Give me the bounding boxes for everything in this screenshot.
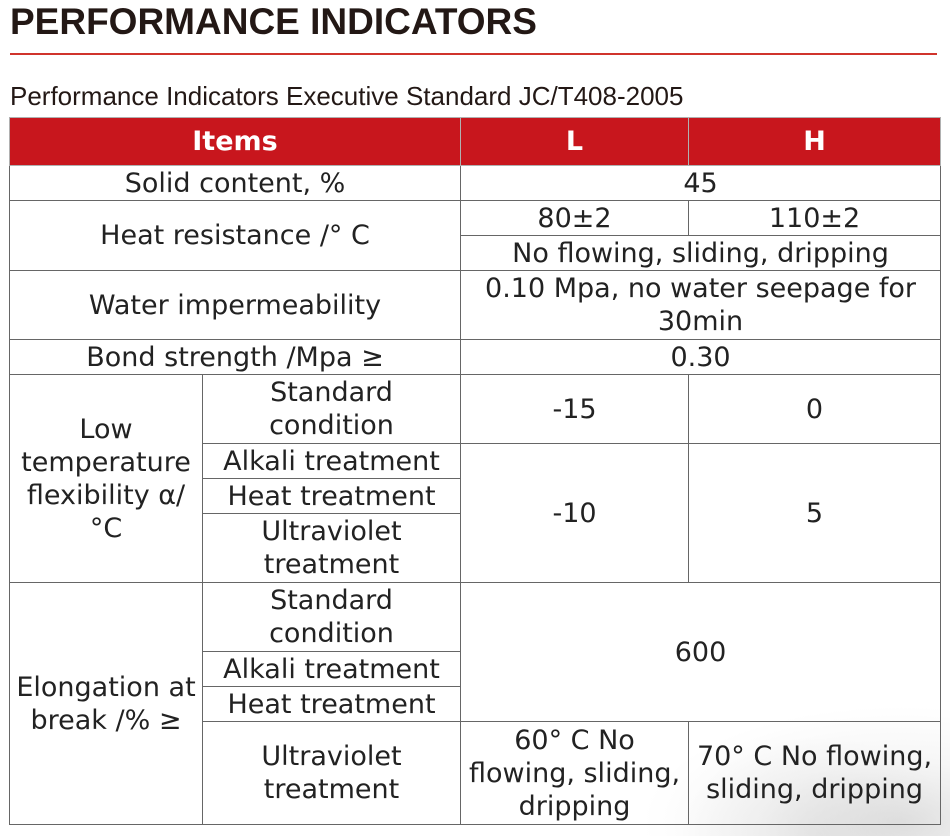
table-row: Heat treatment [10, 686, 941, 722]
heat-resistance-result: No flowing, sliding, dripping [460, 235, 942, 271]
low-temp-standard-h: 0 [688, 374, 942, 444]
heat-resistance-l: 80±2 [460, 200, 690, 236]
table-row: Low temperature flexibility α/°C Standar… [9, 374, 942, 583]
table-row: Water impermeability 0.10 Mpa, no water … [8, 270, 942, 340]
low-temp-treated-h: 5 [688, 443, 942, 583]
table-row: Heat resistance /° C 80±2 110±2 [8, 200, 942, 271]
low-temp-uv-label: Ultraviolet treatment [201, 513, 462, 583]
elongation-standard-label: Standard condition [201, 582, 462, 652]
water-impermeability-value: 0.10 Mpa, no water seepage for 30min [460, 270, 942, 340]
col-header-items: Items [8, 117, 462, 166]
table-row: Elongation at break /% ≥ Standard condit… [9, 582, 942, 825]
table-row: Ultraviolet treatment [10, 513, 941, 583]
elongation-value: 600 [460, 582, 942, 722]
solid-content-value: 45 [460, 165, 942, 201]
elongation-uv-label: Ultraviolet treatment [201, 721, 462, 825]
elongation-heat-label: Heat treatment [201, 686, 462, 722]
elongation-alkali-label: Alkali treatment [201, 651, 462, 687]
low-temp-alkali-label: Alkali treatment [201, 443, 462, 479]
heat-resistance-label: Heat resistance /° C [8, 200, 462, 271]
performance-table: Items L H Solid content, % 45 Heat resis… [8, 117, 942, 825]
low-temp-standard-label: Standard condition [201, 374, 462, 444]
low-temp-flexibility-label: Low temperature flexibility α/°C [9, 374, 203, 583]
low-temp-standard-l: -15 [460, 374, 690, 444]
table-row: Heat treatment [10, 478, 941, 514]
low-temp-heat-label: Heat treatment [201, 478, 462, 514]
table-row: No flowing, sliding, dripping [10, 235, 942, 271]
elongation-uv-l: 60° C No flowing, sliding, dripping [460, 721, 690, 825]
page-title: PERFORMANCE INDICATORS [10, 1, 537, 42]
table-row: Ultraviolet treatment 60° C No flowing, … [10, 721, 942, 825]
standard-subtitle: Performance Indicators Executive Standar… [10, 81, 684, 111]
col-header-h: H [688, 117, 942, 166]
bond-strength-value: 0.30 [460, 339, 942, 375]
table-header-row: Items L H [8, 117, 942, 166]
elongation-uv-h: 70° C No flowing, sliding, dripping [688, 721, 942, 825]
bond-strength-label: Bond strength /Mpa ≥ [8, 339, 462, 375]
low-temp-treated-l: -10 [460, 443, 690, 583]
col-header-l: L [460, 117, 690, 166]
heat-resistance-h: 110±2 [688, 200, 942, 236]
water-impermeability-label: Water impermeability [8, 270, 462, 340]
title-divider [10, 53, 937, 55]
table-row: Solid content, % 45 [8, 165, 942, 201]
elongation-label: Elongation at break /% ≥ [9, 582, 203, 825]
solid-content-label: Solid content, % [8, 165, 462, 201]
table-row: Bond strength /Mpa ≥ 0.30 [8, 339, 942, 375]
